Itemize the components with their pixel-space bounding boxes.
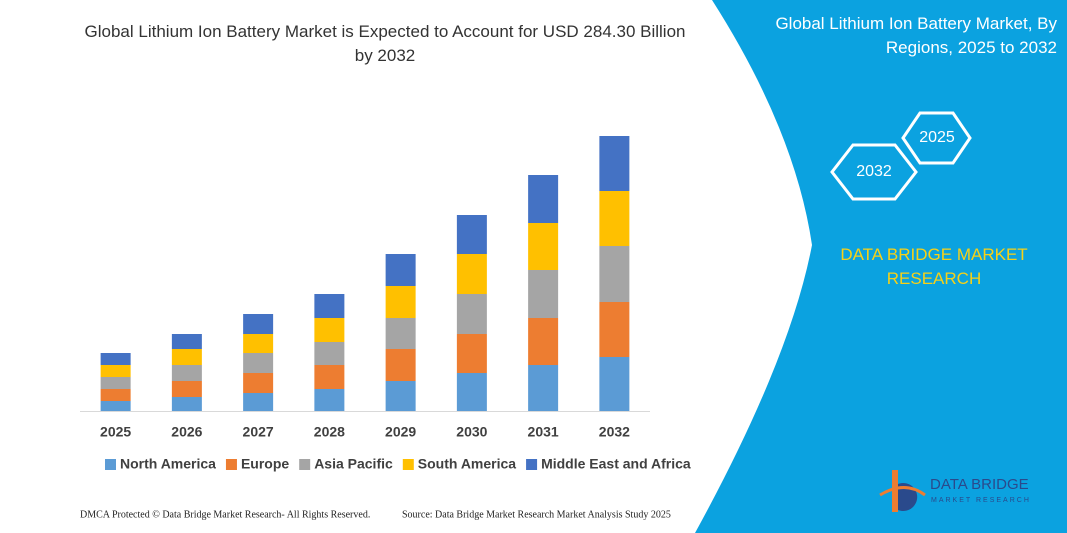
legend-label: South America: [418, 456, 516, 472]
legend-label: Europe: [241, 456, 289, 472]
bar-segment: [456, 254, 487, 294]
bar-segment: [314, 365, 345, 389]
x-tick-label: 2027: [243, 424, 274, 440]
bar-segment: [385, 286, 416, 318]
legend-swatch: [526, 459, 538, 470]
x-tick-label: 2029: [385, 424, 416, 440]
bar-segment: [100, 365, 131, 377]
bar-segment: [456, 294, 487, 334]
hex-label: 2032: [856, 163, 892, 180]
bar-segment: [243, 353, 274, 373]
bar-segment: [599, 357, 630, 411]
bar-segment: [385, 349, 416, 381]
bar-segment: [314, 389, 345, 411]
logo-text: DATA BRIDGE: [930, 476, 1029, 493]
x-tick-label: 2031: [528, 424, 559, 440]
bar-segment: [171, 349, 202, 365]
side-panel: [695, 0, 1067, 533]
x-tick-label: 2030: [456, 424, 487, 440]
hex-label: 2025: [919, 129, 955, 146]
footer-right: Source: Data Bridge Market Research Mark…: [402, 509, 671, 520]
legend-swatch: [105, 459, 116, 470]
bar-segment: [528, 365, 559, 411]
logo-subtext: MARKET RESEARCH: [931, 497, 1031, 504]
bar-segment: [599, 136, 630, 191]
brand-text: DATA BRIDGE MARKET RESEARCH: [840, 245, 1028, 288]
logo: [879, 470, 926, 512]
bar-segment: [599, 191, 630, 246]
bar-segment: [599, 246, 630, 302]
bar-segment: [243, 334, 274, 353]
bar-segment: [528, 270, 559, 318]
bar-segment: [171, 365, 202, 381]
bar-segment: [100, 353, 131, 365]
x-tick-label: 2026: [171, 424, 202, 440]
bar-segment: [171, 381, 202, 397]
legend-swatch: [225, 459, 237, 470]
legend-label: North America: [120, 456, 216, 472]
bar-segment: [456, 215, 487, 254]
panel-title: Global Lithium Ion Battery Market, By Re…: [775, 14, 1057, 57]
legend-label: Middle East and Africa: [541, 456, 691, 472]
bar-segment: [456, 373, 487, 411]
bar-segment: [599, 302, 630, 357]
bar-segment: [385, 381, 416, 411]
x-tick-label: 2032: [599, 424, 630, 440]
bar-segment: [100, 377, 131, 389]
bar-segment: [385, 254, 416, 286]
chart-title: Global Lithium Ion Battery Market is Exp…: [84, 22, 686, 65]
bar-segment: [314, 342, 345, 365]
bar-segment: [171, 397, 202, 411]
bar-segment: [456, 334, 487, 373]
bar-segment: [314, 318, 345, 342]
hexagons: [830, 111, 972, 201]
bar-segment: [243, 373, 274, 393]
bar-segment: [100, 401, 131, 411]
x-tick-label: 2025: [100, 424, 131, 440]
legend-swatch: [402, 459, 414, 470]
bar-segment: [171, 334, 202, 349]
bar-segment: [243, 314, 274, 334]
bar-segment: [528, 223, 559, 270]
bar-segment: [385, 318, 416, 349]
bar-segment: [314, 294, 345, 318]
bar-segment: [528, 175, 559, 223]
bar-segment: [243, 393, 274, 411]
bar-segment: [528, 318, 559, 365]
footer-left: DMCA Protected © Data Bridge Market Rese…: [80, 509, 370, 520]
legend-swatch: [299, 459, 311, 470]
x-tick-label: 2028: [314, 424, 345, 440]
bar-segment: [100, 389, 131, 401]
legend-label: Asia Pacific: [314, 456, 393, 472]
